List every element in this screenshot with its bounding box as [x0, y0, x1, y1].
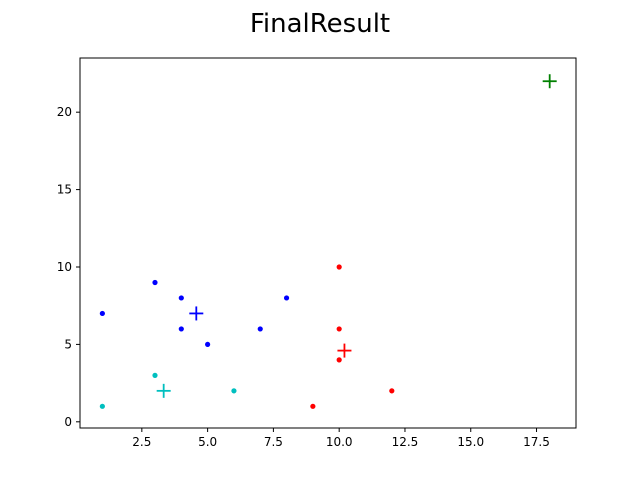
y-tick-label: 0 [64, 415, 72, 429]
data-point [205, 341, 211, 348]
data-point [178, 295, 184, 301]
x-tick-label: 2.5 [132, 435, 151, 449]
x-tick-label: 15.0 [457, 435, 484, 449]
data-point [231, 388, 237, 394]
data-point [336, 357, 342, 363]
data-point [310, 403, 316, 409]
y-tick-label: 5 [64, 337, 72, 351]
y-tick-label: 15 [57, 183, 72, 197]
y-axis: 0 5 10 15 20 [57, 105, 80, 429]
data-point [99, 310, 105, 317]
plot-frame [79, 57, 577, 429]
centroid-marker [189, 306, 204, 321]
data-point [257, 326, 263, 332]
x-tick-label: 17.5 [523, 435, 550, 449]
data-point [389, 388, 395, 394]
data-point [152, 279, 158, 286]
data-point [336, 326, 342, 332]
data-point [336, 264, 342, 270]
x-tick-label: 5.0 [198, 435, 217, 449]
y-tick-label: 10 [57, 260, 72, 274]
data-point [283, 295, 290, 301]
chart-title: FinalResult [250, 9, 390, 39]
x-tick-label: 7.5 [264, 435, 283, 449]
x-tick-label: 10.0 [326, 435, 353, 449]
centroid-marker [542, 74, 557, 89]
data-points [99, 264, 395, 409]
x-tick-label: 12.5 [392, 435, 419, 449]
centroid-marker [337, 343, 352, 358]
data-point [152, 372, 158, 378]
y-tick-label: 20 [57, 105, 72, 119]
x-axis: 2.5 5.0 7.5 10.0 12.5 15.0 17.5 [132, 428, 550, 449]
centroid-marker [156, 383, 171, 398]
centroid-markers [156, 74, 557, 398]
data-point [99, 403, 105, 409]
data-point [178, 326, 184, 332]
